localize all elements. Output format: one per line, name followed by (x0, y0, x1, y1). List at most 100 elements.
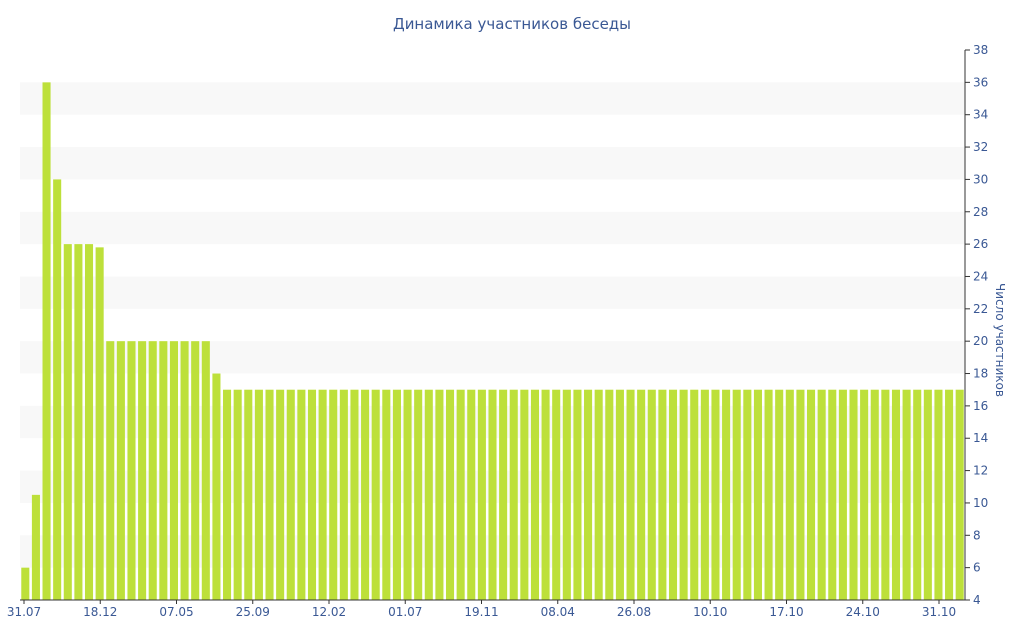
bar (499, 389, 508, 600)
bar (838, 389, 847, 600)
y-tick-label: 8 (973, 528, 981, 542)
bar (53, 179, 62, 601)
y-axis-ticks: 4 6 8 10 12 14 16 18 20 22 24 26 28 30 32 34 36 38 (965, 43, 988, 607)
bar (764, 389, 773, 600)
bar (828, 389, 837, 600)
bar (775, 389, 784, 600)
x-tick-label: 25.09 (236, 605, 270, 619)
y-tick-label: 22 (973, 302, 988, 316)
bar (201, 341, 210, 600)
x-axis-ticks: 31.07 18.12 07.05 25.09 12.02 01.07 19.11 08.04… (7, 600, 956, 619)
bar (594, 389, 603, 600)
bar (31, 494, 40, 600)
bar (679, 389, 688, 600)
bar (95, 247, 104, 600)
bar (732, 389, 741, 600)
bar (913, 389, 922, 600)
bar (552, 389, 561, 600)
y-tick-label: 38 (973, 43, 988, 57)
y-axis-title: Число участников (993, 283, 1007, 397)
y-tick-label: 24 (973, 269, 988, 283)
bar (244, 389, 253, 600)
bar (509, 389, 518, 600)
bar (711, 389, 720, 600)
x-tick-label: 26.08 (617, 605, 651, 619)
bar (350, 389, 359, 600)
bar (753, 389, 762, 600)
bars (21, 82, 964, 601)
bar (934, 389, 943, 600)
x-tick-label: 31.10 (922, 605, 956, 619)
grid-band (20, 276, 965, 309)
bar (148, 341, 157, 600)
bar (626, 389, 635, 600)
y-tick-label: 12 (973, 464, 988, 478)
bar (318, 389, 327, 600)
bar (339, 389, 348, 600)
y-tick-label: 28 (973, 205, 988, 219)
y-tick-label: 14 (973, 431, 988, 445)
bar (520, 389, 529, 600)
bar (286, 389, 295, 600)
y-tick-label: 10 (973, 496, 988, 510)
bar (435, 389, 444, 600)
bar (902, 389, 911, 600)
chart-title: Динамика участников беседы (393, 15, 631, 33)
bar (223, 389, 232, 600)
y-tick-label: 26 (973, 237, 988, 251)
bar (891, 389, 901, 600)
bar (541, 389, 550, 600)
bar (21, 567, 30, 600)
x-tick-label: 07.05 (159, 605, 193, 619)
grid-band (20, 82, 965, 115)
bar (42, 82, 51, 600)
bar (573, 389, 582, 600)
bar (116, 341, 125, 600)
y-tick-label: 36 (973, 75, 988, 89)
bar (456, 389, 465, 600)
bar (530, 389, 540, 600)
bar (414, 389, 423, 600)
y-tick-label: 4 (973, 593, 981, 607)
bar (212, 373, 221, 600)
bar (923, 389, 932, 600)
bar (690, 389, 699, 600)
y-tick-label: 18 (973, 367, 988, 381)
y-tick-label: 20 (973, 334, 988, 348)
bar (169, 341, 178, 600)
bar (265, 389, 274, 600)
bar (860, 389, 869, 600)
bar (796, 389, 805, 600)
bar (807, 389, 816, 600)
bar (562, 389, 571, 600)
x-tick-label: 10.10 (693, 605, 727, 619)
bar (424, 389, 433, 600)
y-tick-label: 6 (973, 561, 981, 575)
bar (138, 341, 147, 600)
bar (371, 389, 380, 600)
bar (180, 341, 189, 600)
bar (477, 389, 486, 600)
bar (233, 389, 242, 600)
bar (361, 389, 370, 600)
bar (722, 389, 731, 600)
bar (668, 389, 678, 600)
y-tick-label: 32 (973, 140, 988, 154)
bar (106, 341, 115, 600)
bar (159, 341, 168, 600)
bar (605, 389, 614, 600)
x-tick-label: 17.10 (769, 605, 803, 619)
bar (297, 389, 306, 600)
bar (307, 389, 317, 600)
bar (615, 389, 624, 600)
bar (647, 389, 656, 600)
y-tick-label: 34 (973, 108, 988, 122)
bar (127, 341, 136, 600)
x-tick-label: 19.11 (464, 605, 498, 619)
x-tick-label: 01.07 (388, 605, 422, 619)
x-tick-label: 31.07 (7, 605, 41, 619)
grid-band (20, 211, 965, 245)
x-tick-label: 18.12 (83, 605, 117, 619)
bar (382, 389, 391, 600)
